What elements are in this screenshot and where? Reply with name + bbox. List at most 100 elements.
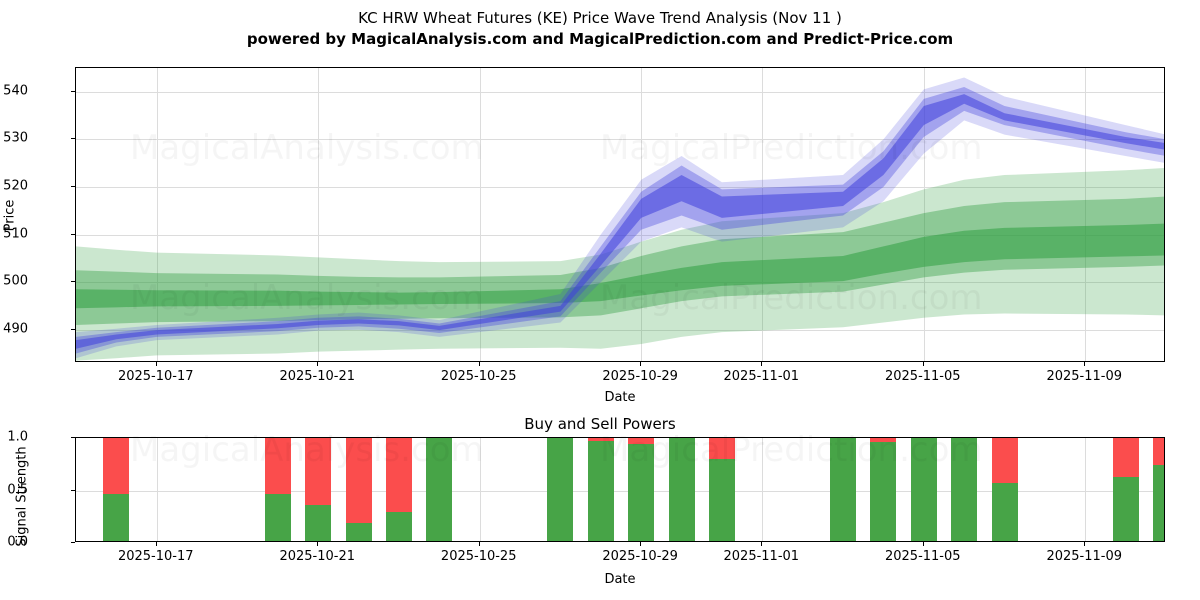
buy-power-segment	[830, 438, 857, 541]
signal-x-tick-mark	[155, 542, 157, 546]
buy-power-segment	[1153, 465, 1164, 541]
price-x-tick-mark	[761, 362, 763, 366]
price-x-tick-mark	[155, 362, 157, 366]
sell-power-segment	[991, 438, 1018, 484]
price-gridline-v	[1085, 68, 1087, 361]
signal-x-tick: 2025-11-05	[884, 549, 961, 564]
signal-bar[interactable]	[910, 438, 937, 541]
signal-bar[interactable]	[547, 438, 574, 541]
price-gridline-h	[76, 186, 1164, 188]
price-x-tick: 2025-10-29	[602, 369, 678, 384]
signal-x-tick-mark	[761, 542, 763, 546]
signal-gridline-v	[156, 438, 158, 541]
signal-bar[interactable]	[385, 438, 412, 541]
price-y-tick-mark	[71, 281, 75, 283]
price-y-tick: 540	[3, 83, 28, 99]
sell-power-segment	[1153, 438, 1164, 466]
price-y-axis-title: Price	[2, 199, 18, 232]
wave-band-green-band-outer	[76, 168, 1164, 361]
sell-power-segment	[870, 438, 897, 443]
signal-x-tick: 2025-10-29	[602, 549, 678, 564]
price-y-tick-mark	[71, 90, 75, 92]
signal-x-tick-mark	[478, 542, 480, 546]
signal-bar[interactable]	[991, 438, 1018, 541]
price-y-tick: 500	[3, 273, 28, 289]
price-y-tick: 510	[3, 226, 28, 242]
price-y-tick: 530	[3, 130, 28, 146]
buy-power-segment	[305, 505, 332, 541]
price-plot-clip	[76, 68, 1164, 361]
price-gridline-v	[156, 68, 158, 361]
signal-bar[interactable]	[587, 438, 614, 541]
signal-y-tick: 0.5	[7, 482, 28, 497]
signal-x-tick: 2025-10-21	[279, 549, 355, 564]
signal-bar[interactable]	[426, 438, 453, 541]
signal-bar[interactable]	[830, 438, 857, 541]
signal-y-tick-mark	[71, 437, 75, 438]
signal-gridline-h	[76, 490, 1164, 492]
signal-plot-clip	[76, 438, 1164, 541]
signal-y-tick: 1.0	[7, 429, 28, 445]
signal-x-tick: 2025-10-17	[117, 549, 194, 564]
title-block: KC HRW Wheat Futures (KE) Price Wave Tre…	[0, 8, 1200, 50]
signal-bar[interactable]	[628, 438, 655, 541]
sell-power-segment	[103, 438, 130, 494]
price-x-tick-mark	[478, 362, 480, 366]
price-gridline-v	[318, 68, 320, 361]
signal-x-tick: 2025-10-25	[440, 549, 517, 564]
buy-power-segment	[668, 438, 695, 541]
signal-bar[interactable]	[951, 438, 978, 541]
page-subtitle: powered by MagicalAnalysis.com and Magic…	[246, 30, 954, 48]
price-gridline-h	[76, 139, 1164, 141]
price-gridline-v	[762, 68, 764, 361]
signal-gridline-v	[1085, 438, 1087, 541]
price-x-tick: 2025-11-05	[884, 369, 961, 384]
price-gridline-v	[479, 68, 481, 361]
signal-bar[interactable]	[870, 438, 897, 541]
signal-x-tick-mark	[922, 542, 924, 546]
price-y-tick-mark	[71, 138, 75, 140]
signal-y-tick-mark	[71, 489, 75, 491]
sell-power-segment	[587, 438, 614, 442]
price-gridline-v	[923, 68, 925, 361]
signal-bar[interactable]	[1112, 438, 1139, 541]
signal-x-tick: 2025-11-09	[1046, 549, 1123, 564]
price-y-tick-mark	[71, 328, 75, 330]
price-x-tick-mark	[317, 362, 319, 366]
price-x-tick: 2025-10-25	[440, 369, 517, 384]
signal-bar[interactable]	[708, 438, 735, 541]
buy-power-segment	[264, 493, 291, 541]
buy-power-segment	[951, 438, 978, 541]
sell-power-segment	[708, 438, 735, 460]
signal-bar[interactable]	[103, 438, 130, 541]
sell-power-segment	[264, 438, 291, 494]
buy-power-segment	[628, 444, 655, 541]
buy-power-segment	[587, 441, 614, 541]
sell-power-segment	[628, 438, 655, 445]
page-title: KC HRW Wheat Futures (KE) Price Wave Tre…	[358, 9, 842, 27]
signal-bar[interactable]	[1153, 438, 1164, 541]
price-y-tick: 520	[3, 178, 28, 194]
signal-x-tick-mark	[640, 542, 642, 546]
buy-power-segment	[345, 523, 372, 541]
signal-y-tick: 0.0	[7, 534, 28, 550]
price-x-tick: 2025-11-09	[1046, 369, 1123, 384]
price-x-tick-mark	[922, 362, 924, 366]
signal-bar[interactable]	[345, 438, 372, 541]
price-wave-bands	[76, 77, 1164, 361]
signal-x-tick-mark	[317, 542, 319, 546]
price-y-tick: 490	[3, 321, 28, 337]
signal-y-axis-title: Signal Strength	[14, 446, 30, 547]
buy-power-segment	[1112, 476, 1139, 541]
signal-bar[interactable]	[264, 438, 291, 541]
price-chart-plot-area	[75, 67, 1165, 362]
buy-power-segment	[385, 511, 412, 541]
wave-band-green-band-inner	[76, 223, 1164, 309]
signal-chart-plot-area	[75, 437, 1165, 542]
sell-power-segment	[385, 438, 412, 512]
signal-bar[interactable]	[305, 438, 332, 541]
signal-gridline-v	[762, 438, 764, 541]
signal-bar[interactable]	[668, 438, 695, 541]
price-x-tick: 2025-10-21	[279, 369, 355, 384]
